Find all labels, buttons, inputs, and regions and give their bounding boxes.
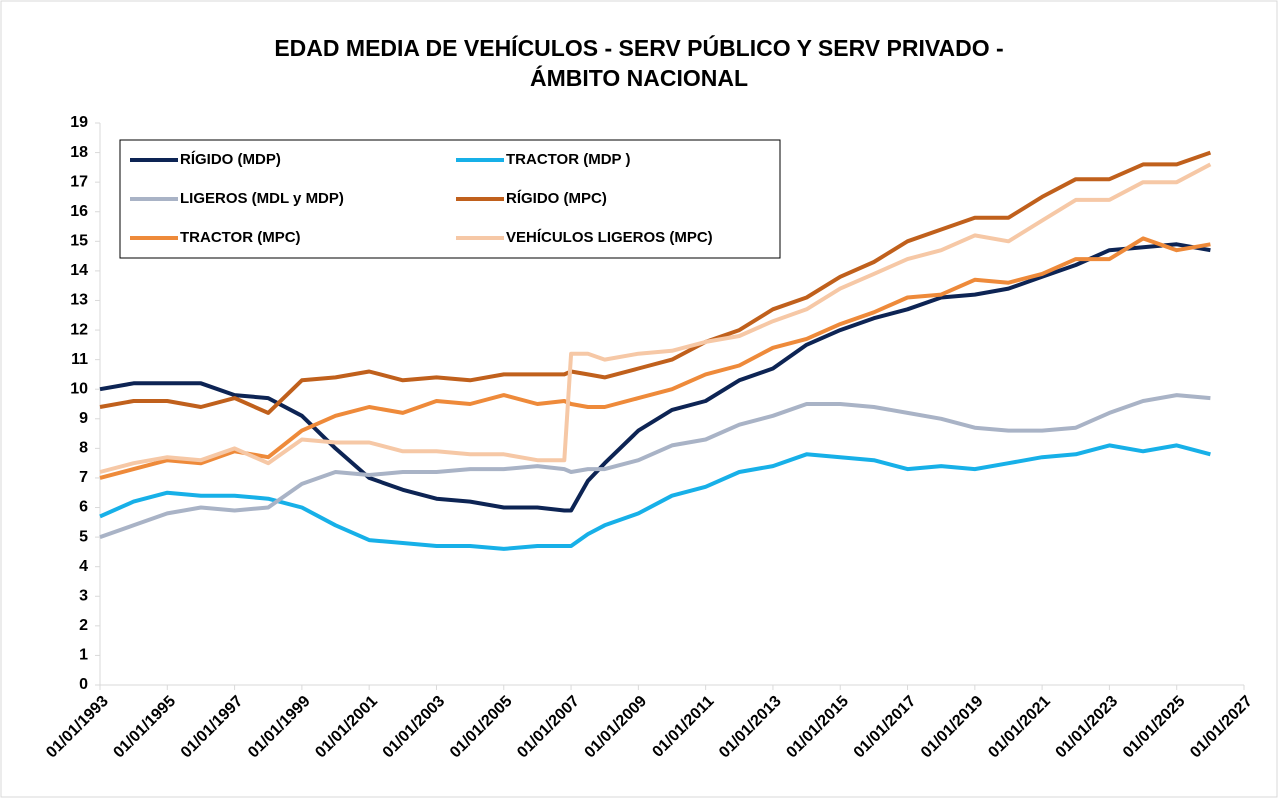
y-tick-label: 1 bbox=[79, 647, 88, 664]
y-tick-label: 19 bbox=[70, 114, 88, 131]
y-tick-label: 15 bbox=[70, 233, 88, 250]
legend-label: TRACTOR (MPC) bbox=[180, 229, 301, 246]
y-tick-label: 5 bbox=[79, 528, 88, 545]
y-tick-label: 4 bbox=[79, 558, 88, 575]
legend-box bbox=[119, 139, 781, 259]
y-tick-label: 17 bbox=[70, 173, 88, 190]
legend-label: TRACTOR (MDP ) bbox=[506, 151, 630, 168]
legend-label: RÍGIDO (MDP) bbox=[180, 151, 281, 168]
y-tick-label: 11 bbox=[71, 351, 88, 368]
series-line bbox=[99, 393, 1211, 539]
legend-label: LIGEROS (MDL y MDP) bbox=[180, 190, 344, 207]
y-tick-label: 7 bbox=[79, 469, 88, 486]
y-tick-label: 13 bbox=[70, 292, 88, 309]
legend-label: VEHÍCULOS LIGEROS (MPC) bbox=[506, 229, 713, 246]
y-tick-label: 9 bbox=[79, 410, 88, 427]
y-tick-label: 0 bbox=[79, 676, 88, 693]
y-tick-label: 14 bbox=[70, 262, 88, 279]
series-line bbox=[99, 150, 1212, 415]
series-line bbox=[99, 443, 1211, 551]
series-line bbox=[99, 242, 1211, 513]
legend-label: RÍGIDO (MPC) bbox=[506, 190, 607, 207]
series-line bbox=[99, 236, 1211, 480]
chart-title: ÁMBITO NACIONAL bbox=[530, 64, 748, 91]
y-tick-label: 10 bbox=[70, 380, 88, 397]
series-line bbox=[99, 162, 1212, 474]
y-tick-label: 3 bbox=[79, 587, 88, 604]
chart-title: EDAD MEDIA DE VEHÍCULOS - SERV PÚBLICO Y… bbox=[274, 34, 1003, 61]
y-tick-label: 12 bbox=[70, 321, 88, 338]
y-tick-label: 16 bbox=[70, 203, 88, 220]
y-tick-label: 2 bbox=[79, 617, 88, 634]
y-tick-label: 6 bbox=[79, 499, 88, 516]
y-tick-label: 8 bbox=[79, 440, 88, 457]
y-tick-label: 18 bbox=[70, 144, 88, 161]
